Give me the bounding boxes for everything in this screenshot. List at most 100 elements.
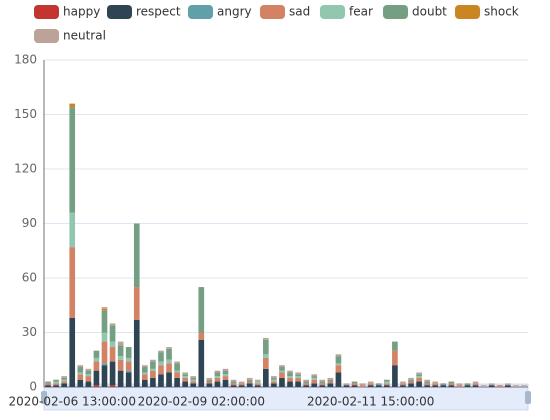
bar-segment	[303, 381, 309, 384]
bar-segment	[384, 379, 390, 382]
legend-label[interactable]: fear	[349, 5, 373, 19]
bar-segment	[319, 381, 326, 384]
bar-segment	[230, 383, 237, 386]
bar-segment	[206, 379, 213, 382]
bar-segment	[61, 381, 67, 384]
y-tick-label: 60	[22, 271, 37, 285]
legend-label[interactable]: happy	[63, 5, 100, 19]
zoom-window[interactable]	[44, 384, 528, 410]
bar-segment	[198, 287, 205, 333]
bar-segment	[182, 372, 188, 375]
bar-segment	[287, 372, 293, 377]
bar-segment	[69, 103, 76, 108]
bar-segment	[158, 352, 164, 362]
bar-segment	[53, 379, 59, 382]
bar-segment	[101, 363, 108, 366]
bar-segment	[472, 381, 479, 384]
bar-segment	[279, 372, 285, 378]
bar-segment	[45, 381, 51, 384]
bar-segment	[335, 354, 342, 357]
bar-segment	[424, 385, 430, 387]
bar-segment	[85, 381, 92, 387]
bar-segment	[384, 385, 390, 387]
bar-segment	[142, 379, 148, 387]
bar-segment	[343, 385, 350, 387]
bar-segment	[263, 357, 269, 369]
bar-segment	[69, 247, 76, 318]
legend-swatch[interactable]	[455, 5, 480, 19]
bar-segment	[271, 376, 277, 378]
bar-segment	[287, 376, 293, 378]
legend-label[interactable]: angry	[217, 5, 252, 19]
bar-segment	[158, 374, 164, 387]
legend-label[interactable]: shock	[484, 5, 519, 19]
y-tick-label: 150	[14, 107, 37, 121]
legend-swatch[interactable]	[383, 5, 408, 19]
legend-swatch[interactable]	[34, 29, 59, 43]
y-tick-label: 180	[14, 53, 37, 67]
bar-segment	[222, 376, 229, 380]
bar-segment	[254, 385, 261, 387]
legend-label[interactable]: neutral	[63, 29, 106, 43]
bar-segment	[214, 372, 221, 377]
bar-segment	[117, 370, 124, 387]
bar-segment	[263, 337, 269, 340]
bar-segment	[133, 319, 140, 387]
bar-segment	[327, 379, 334, 382]
bar-segment	[150, 368, 156, 371]
bar-segment	[101, 307, 108, 309]
bar-segment	[101, 332, 108, 342]
bar-segment	[335, 363, 342, 366]
zoom-handle-right[interactable]	[525, 391, 531, 404]
bar-segment	[109, 347, 116, 362]
legend-swatch[interactable]	[107, 5, 132, 19]
legend-swatch[interactable]	[260, 5, 285, 19]
bar-segment	[246, 377, 253, 380]
bar-segment	[142, 372, 148, 375]
bar-segment	[238, 383, 245, 386]
bar-segment	[214, 377, 221, 382]
bar-segment	[206, 377, 213, 380]
bar-segment	[311, 379, 318, 384]
bar-segment	[351, 385, 358, 387]
bar-segment	[432, 381, 439, 384]
bar-segment	[295, 381, 301, 387]
bar-segment	[125, 370, 132, 373]
bar-segment	[101, 308, 108, 311]
zoom-track[interactable]	[43, 383, 529, 411]
legend-swatch[interactable]	[188, 5, 213, 19]
bar-segment	[61, 377, 67, 380]
bar-segment	[254, 383, 261, 386]
bar-segment	[464, 385, 471, 387]
bar-segment	[93, 350, 100, 358]
bar-segment	[295, 374, 301, 377]
bar-segment	[400, 383, 406, 386]
bar-segment	[150, 359, 156, 362]
bar-segment	[392, 341, 398, 351]
legend-label[interactable]: respect	[136, 5, 181, 19]
bar-segment	[287, 377, 293, 382]
legend-label[interactable]: doubt	[412, 5, 447, 19]
bar-segment	[416, 377, 422, 382]
bar-segment	[85, 374, 92, 377]
bar-segment	[69, 317, 76, 387]
zoom-slider[interactable]	[41, 383, 531, 411]
bar-segment	[424, 383, 430, 386]
bar-segment	[311, 376, 318, 378]
legend-label[interactable]: sad	[289, 5, 310, 19]
bar-segment	[295, 377, 301, 382]
bar-segment	[335, 356, 342, 364]
bar-segment	[335, 372, 342, 387]
legend-swatch[interactable]	[320, 5, 345, 19]
bar-segment	[150, 377, 156, 387]
legend-swatch[interactable]	[34, 5, 59, 19]
bar-segment	[392, 350, 398, 366]
bar-segment	[166, 363, 172, 373]
bar-segment	[117, 341, 124, 346]
bar-segment	[230, 381, 237, 384]
zoom-handle-left[interactable]	[41, 391, 47, 404]
bar-segment	[53, 381, 59, 384]
bar-segment	[254, 379, 261, 382]
bar-segment	[400, 381, 406, 384]
bar-segment	[448, 385, 455, 387]
